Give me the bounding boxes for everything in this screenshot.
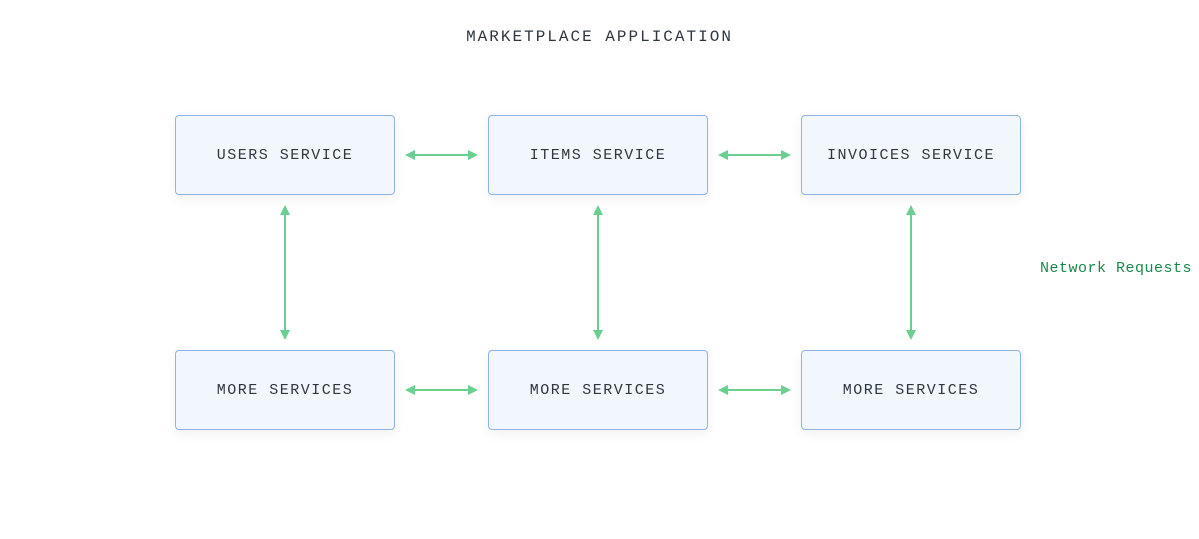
node-label: INVOICES SERVICE <box>827 147 995 164</box>
node-label: MORE SERVICES <box>843 382 980 399</box>
node-more1: MORE SERVICES <box>175 350 395 430</box>
diagram-title: MARKETPLACE APPLICATION <box>0 28 1199 46</box>
node-more2: MORE SERVICES <box>488 350 708 430</box>
node-label: MORE SERVICES <box>530 382 667 399</box>
node-label: USERS SERVICE <box>217 147 354 164</box>
node-users: USERS SERVICE <box>175 115 395 195</box>
diagram-stage: MARKETPLACE APPLICATION USERS SERVICE ITE… <box>0 0 1199 539</box>
node-items: ITEMS SERVICE <box>488 115 708 195</box>
arrows-layer <box>0 0 1199 539</box>
node-invoices: INVOICES SERVICE <box>801 115 1021 195</box>
node-label: ITEMS SERVICE <box>530 147 667 164</box>
node-more3: MORE SERVICES <box>801 350 1021 430</box>
node-label: MORE SERVICES <box>217 382 354 399</box>
edge-label-network-requests: Network Requests <box>1040 260 1192 277</box>
